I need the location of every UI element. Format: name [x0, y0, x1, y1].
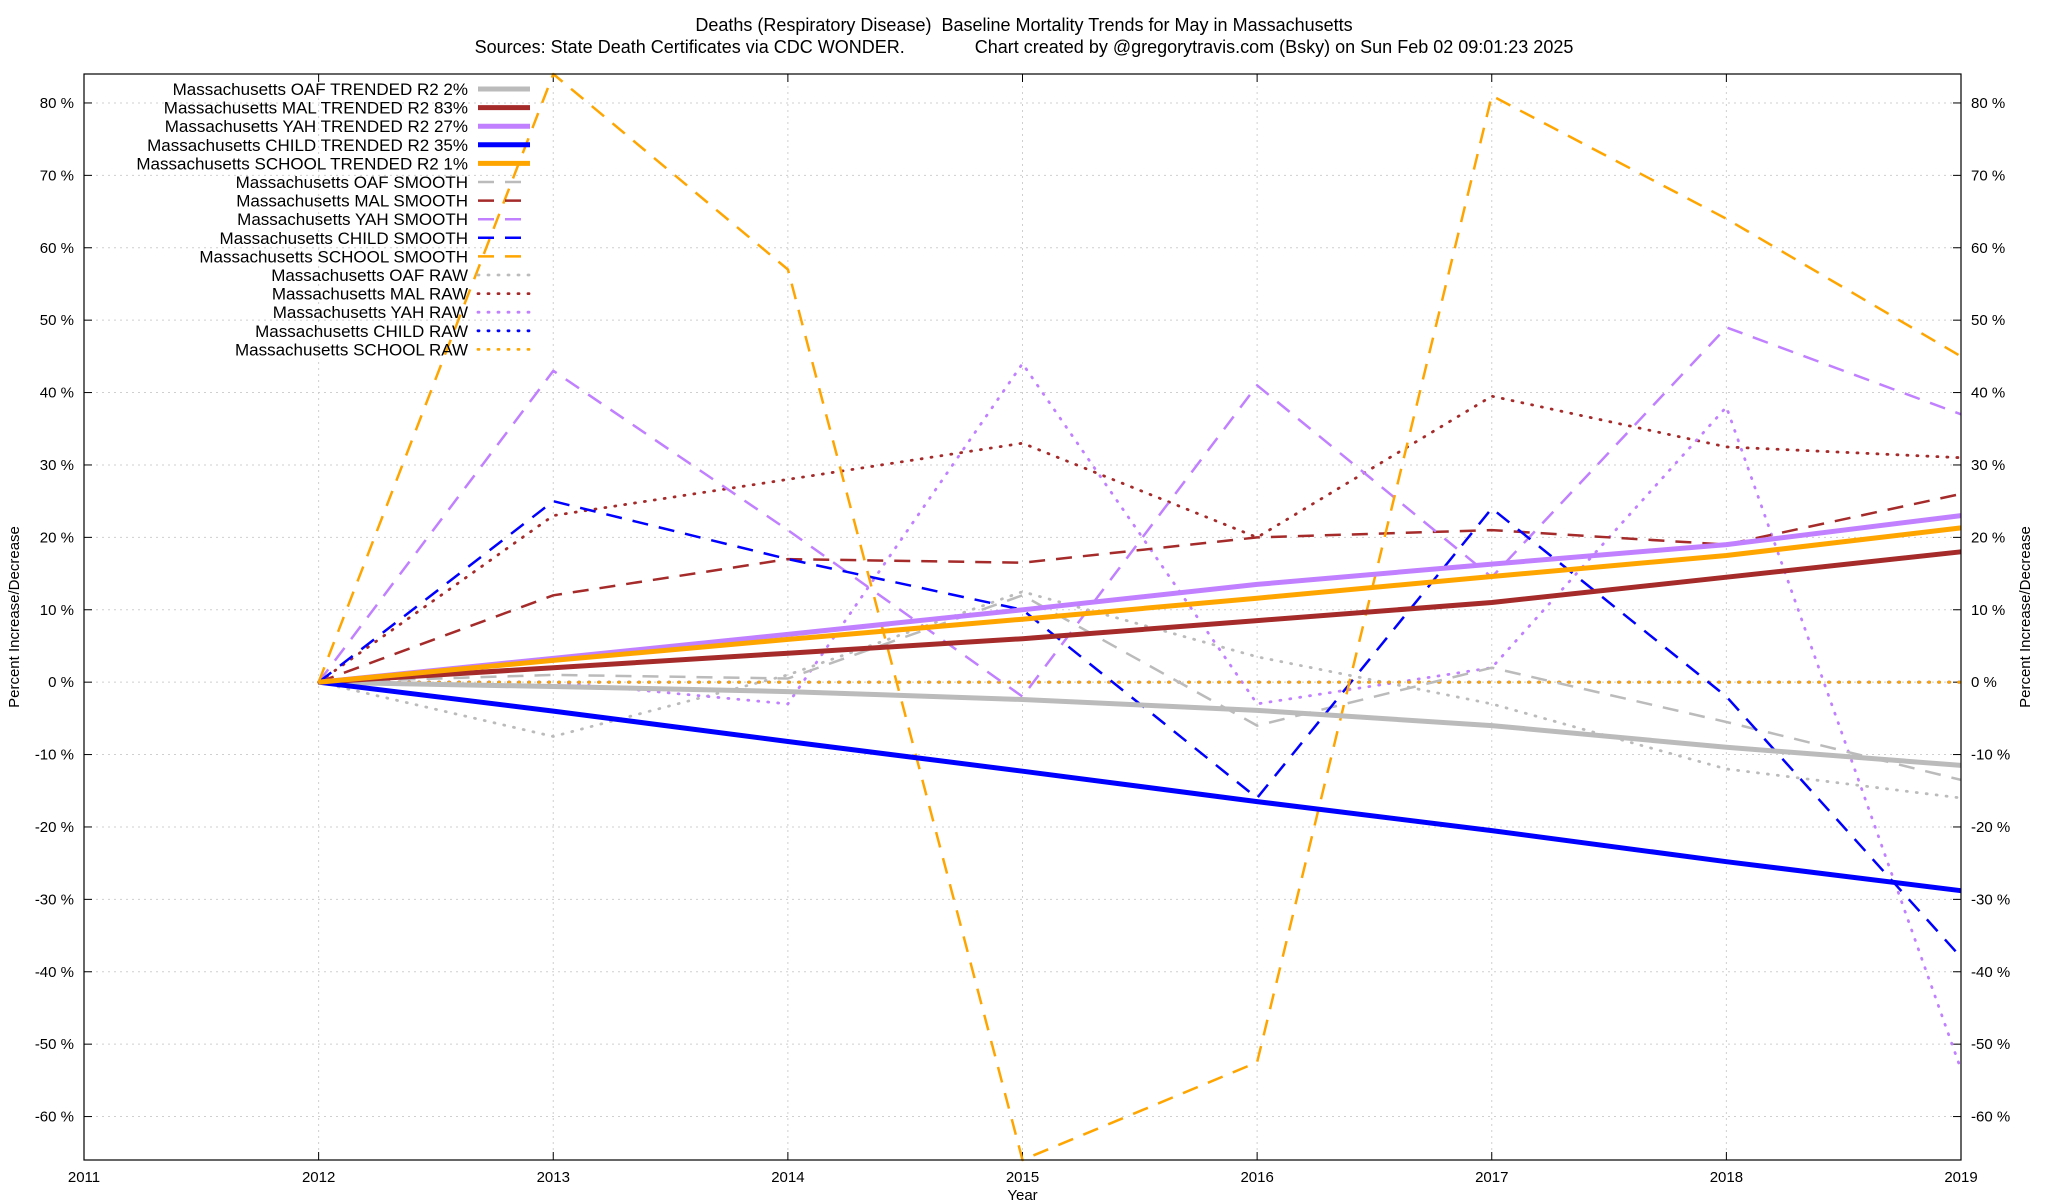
legend: Massachusetts OAF TRENDED R2 2%Massachus…	[136, 80, 532, 359]
y-tick-label: 80 %	[40, 95, 74, 112]
legend-label: Massachusetts SCHOOL SMOOTH	[199, 247, 468, 266]
x-tick-label: 2011	[68, 1169, 100, 1186]
series-line-1	[318, 679, 1962, 768]
series-line-6	[318, 594, 1962, 782]
series-line-11	[317, 590, 1963, 800]
y2-tick-label: 70 %	[1971, 167, 2005, 184]
y2-tick-label: 60 %	[1971, 240, 2005, 257]
y2-tick-label: 0 %	[1971, 674, 1997, 691]
series-line-2	[318, 549, 1962, 685]
series-line-3	[318, 513, 1962, 685]
y2-tick-label: 50 %	[1971, 312, 2005, 329]
legend-label: Massachusetts OAF TRENDED R2 2%	[173, 80, 468, 99]
y-tick-label: -40 %	[35, 964, 74, 981]
legend-label: Massachusetts OAF RAW	[271, 266, 468, 285]
series-line-8	[317, 326, 1962, 698]
y2-tick-label: -50 %	[1971, 1036, 2010, 1053]
y2-axis-label: Percent Increase/Decrease	[2017, 526, 2034, 708]
legend-label: Massachusetts SCHOOL TRENDED R2 1%	[136, 154, 468, 173]
legend-label: Massachusetts CHILD SMOOTH	[220, 229, 468, 248]
y2-tick-label: 40 %	[1971, 385, 2005, 402]
series-line-5	[318, 525, 1962, 685]
y-tick-label: 40 %	[40, 385, 74, 402]
x-tick-label: 2014	[771, 1169, 804, 1186]
y2-tick-label: -40 %	[1971, 964, 2010, 981]
legend-label: Massachusetts MAL RAW	[272, 285, 468, 304]
y-tick-label: -10 %	[35, 747, 74, 764]
chart-subtitle: Sources: State Death Certificates via CD…	[474, 37, 1574, 57]
y2-tick-label: -30 %	[1971, 891, 2010, 908]
y-tick-label: -20 %	[35, 819, 74, 836]
y-tick-label: 10 %	[40, 602, 74, 619]
y2-tick-label: 30 %	[1971, 457, 2005, 474]
x-tick-label: 2013	[537, 1169, 570, 1186]
legend-label: Massachusetts YAH SMOOTH	[237, 210, 468, 229]
series-line-13	[317, 362, 1963, 1071]
y-tick-label: 50 %	[40, 312, 74, 329]
series-line-7	[318, 492, 1962, 684]
y-tick-label: 60 %	[40, 240, 74, 257]
series-line-12	[317, 394, 1963, 684]
x-tick-label: 2012	[302, 1169, 335, 1186]
chart-title: Deaths (Respiratory Disease) Baseline Mo…	[695, 15, 1353, 35]
y2-tick-label: -60 %	[1971, 1109, 2010, 1126]
y-axis-ticks: -60 % -60 % -50 % -50 % -40 % -40 % -30 % -30 %…	[35, 95, 2010, 1126]
y-tick-label: -60 %	[35, 1109, 74, 1126]
y-axis-label: Percent Increase/Decrease	[6, 526, 23, 708]
x-axis-label: Year	[1007, 1187, 1037, 1200]
x-tick-label: 2016	[1240, 1169, 1273, 1186]
chart-title-block: Deaths (Respiratory Disease) Baseline Mo…	[0, 14, 2048, 58]
x-axis-ticks: 2011 2012 2013 2014 2015 2016 2017 2018 2019	[68, 74, 1978, 1186]
legend-label: Massachusetts SCHOOL RAW	[235, 340, 468, 359]
series-line-4	[318, 679, 1962, 894]
legend-label: Massachusetts CHILD RAW	[255, 322, 468, 341]
legend-label: Massachusetts YAH RAW	[273, 303, 468, 322]
y2-tick-label: 20 %	[1971, 529, 2005, 546]
y-tick-label: 30 %	[40, 457, 74, 474]
y-tick-label: -50 %	[35, 1036, 74, 1053]
legend-label: Massachusetts MAL SMOOTH	[236, 192, 468, 211]
series-line-9	[317, 499, 1962, 959]
y-tick-label: -30 %	[35, 891, 74, 908]
y2-tick-label: 10 %	[1971, 602, 2005, 619]
x-tick-label: 2017	[1475, 1169, 1508, 1186]
legend-label: Massachusetts OAF SMOOTH	[236, 173, 468, 192]
series-line-10	[317, 72, 1962, 1162]
legend-label: Massachusetts MAL TRENDED R2 83%	[164, 99, 468, 118]
legend-label: Massachusetts YAH TRENDED R2 27%	[165, 117, 468, 136]
y-tick-label: 0 %	[48, 674, 74, 691]
legend-label: Massachusetts CHILD TRENDED R2 35%	[147, 136, 468, 155]
x-tick-label: 2019	[1944, 1169, 1977, 1186]
y-tick-label: 20 %	[40, 529, 74, 546]
y2-tick-label: 80 %	[1971, 95, 2005, 112]
series-group	[317, 72, 1963, 1162]
x-tick-label: 2018	[1710, 1169, 1743, 1186]
y2-tick-label: -20 %	[1971, 819, 2010, 836]
x-tick-label: 2015	[1006, 1169, 1039, 1186]
y2-tick-label: -10 %	[1971, 747, 2010, 764]
y-tick-label: 70 %	[40, 167, 74, 184]
plot-frame	[83, 73, 1962, 1161]
